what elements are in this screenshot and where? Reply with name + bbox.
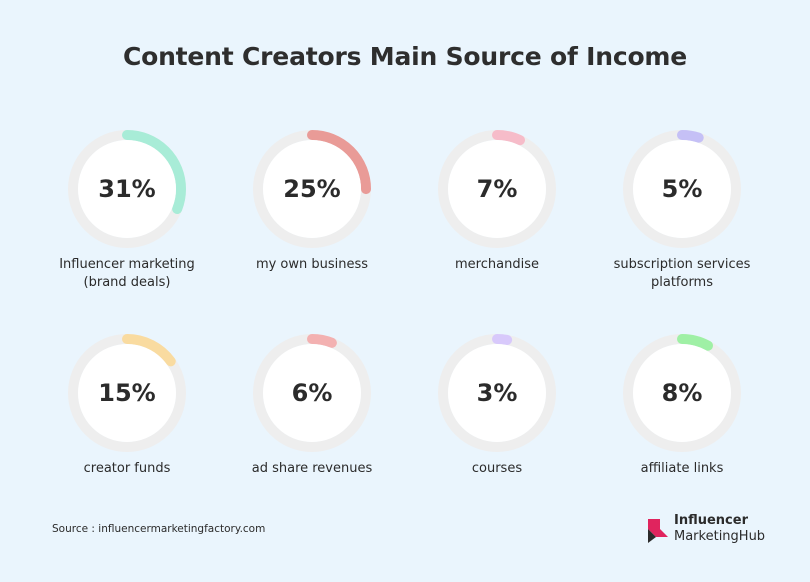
category-label-line: ad share revenues [251, 461, 373, 476]
influencer-marketing-hub-logo: Influencer MarketingHub [646, 513, 776, 547]
donut-fill-arc [68, 130, 186, 248]
donut-value-label: 15% [98, 379, 156, 407]
donut-category-label: merchandise [397, 256, 597, 274]
logo-mark-icon [648, 519, 668, 543]
donut-center [78, 344, 176, 442]
donut-category-label: affiliate links [582, 460, 782, 478]
donut-center [263, 344, 361, 442]
donut-chart [253, 334, 371, 452]
donut-value-label: 5% [661, 175, 703, 203]
donut-fill-arc [623, 334, 741, 452]
donut-category-label: my own business [212, 256, 412, 274]
donut-center [78, 140, 176, 238]
donut-category-label: courses [397, 460, 597, 478]
donut-center [448, 344, 546, 442]
category-label-line: creator funds [83, 461, 171, 476]
donut-fill-arc [623, 130, 741, 248]
chart-title: Content Creators Main Source of Income [122, 42, 688, 71]
donut-value-label: 25% [283, 175, 341, 203]
donut-value-label: 31% [98, 175, 156, 203]
donut-category-label: Influencer marketing (brand deals) [27, 256, 227, 292]
donut-category-label: ad share revenues [212, 460, 412, 478]
donut-center [263, 140, 361, 238]
donut-chart [438, 334, 556, 452]
donut-chart [68, 334, 186, 452]
donut-value-label: 8% [661, 379, 703, 407]
donut-center [633, 344, 731, 442]
donut-value-label: 6% [291, 379, 333, 407]
donut-chart [253, 130, 371, 248]
donut-chart [68, 130, 186, 248]
donut-value-label: 7% [476, 175, 518, 203]
category-label-line: merchandise [455, 257, 539, 272]
donut-category-label: subscription services platforms [582, 256, 782, 292]
donut-value-label: 3% [476, 379, 518, 407]
source-note: Source : influencermarketingfactory.com [52, 523, 266, 535]
donut-fill-arc [253, 130, 371, 248]
donut-fill-arc [438, 130, 556, 248]
donut-fill-arc [438, 334, 556, 452]
donut-fill-arc [253, 334, 371, 452]
donut-center [448, 140, 546, 238]
category-label-line: Influencer marketing [59, 257, 195, 272]
donut-chart [623, 334, 741, 452]
donut-center [633, 140, 731, 238]
category-label-line: courses [471, 461, 523, 476]
category-label-line: platforms [650, 275, 713, 290]
logo-text-line1: Influencer [674, 513, 748, 528]
category-label-line: affiliate links [640, 461, 724, 476]
donut-fill-arc [68, 334, 186, 452]
donut-chart [623, 130, 741, 248]
donut-chart [438, 130, 556, 248]
category-label-line: subscription services [613, 257, 751, 272]
logo-text-line2: MarketingHub [674, 529, 766, 544]
donut-category-label: creator funds [27, 460, 227, 478]
category-label-line: (brand deals) [83, 275, 171, 290]
category-label-line: my own business [255, 257, 369, 272]
